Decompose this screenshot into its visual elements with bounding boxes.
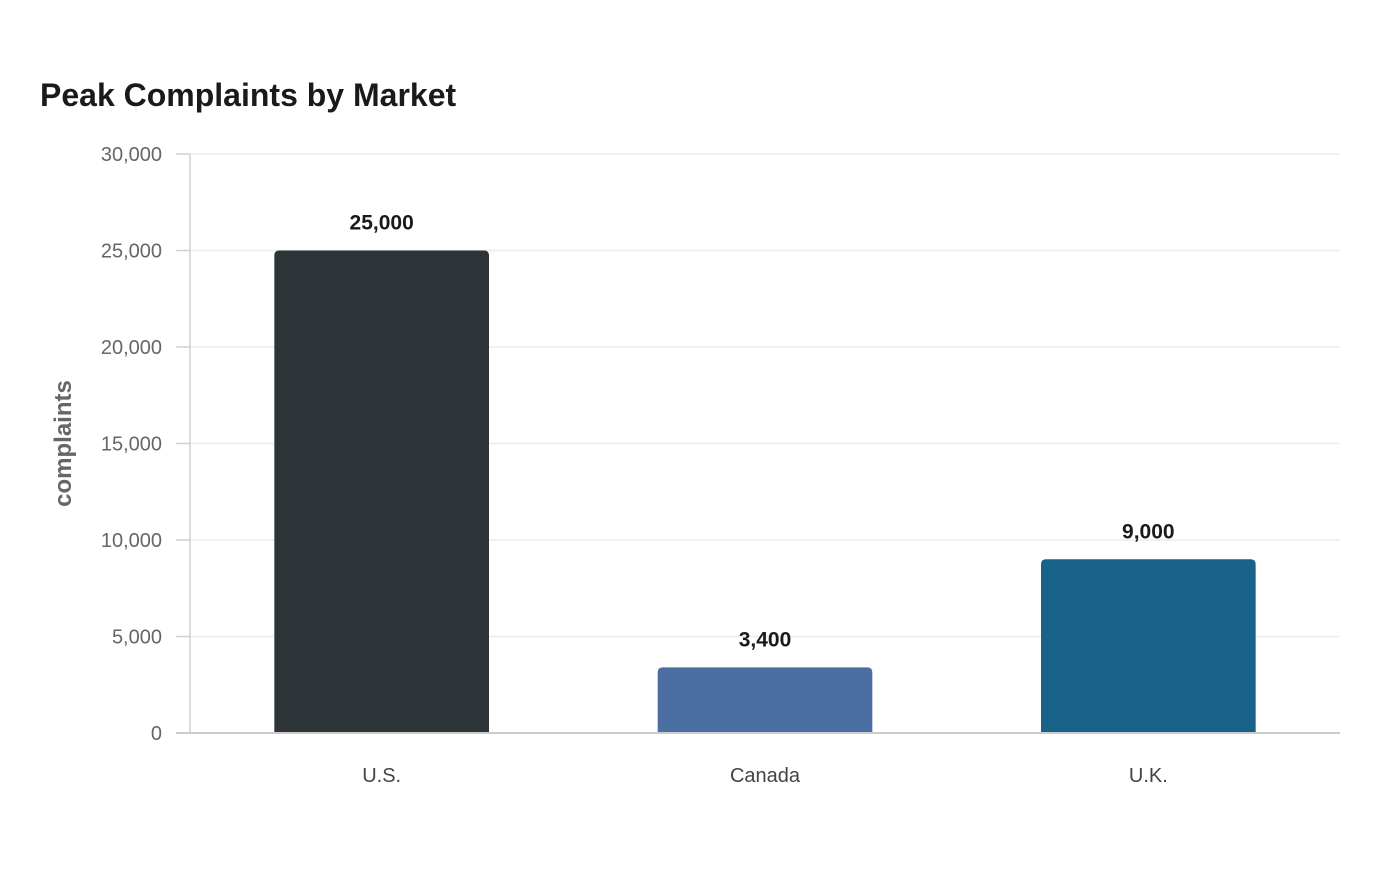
y-tick-label: 30,000 bbox=[101, 144, 162, 166]
bar-u-s bbox=[274, 250, 489, 733]
y-tick-label: 15,000 bbox=[101, 434, 162, 456]
bar-u-k bbox=[1041, 559, 1256, 733]
data-label: 3,400 bbox=[739, 628, 792, 651]
axes bbox=[176, 154, 1340, 734]
data-label: 9,000 bbox=[1122, 520, 1175, 543]
chart-title: Peak Complaints by Market bbox=[40, 77, 457, 113]
x-tick-label: U.S. bbox=[362, 765, 401, 787]
y-tick-label: 10,000 bbox=[101, 530, 162, 552]
y-tick-label: 25,000 bbox=[101, 241, 162, 263]
y-axis-title: complaints bbox=[50, 380, 77, 507]
x-tick-label: Canada bbox=[730, 765, 801, 787]
x-tick-label: U.K. bbox=[1129, 765, 1168, 787]
labels: 0 5,000 10,000 15,000 20,000 25,000 30,000 25,0… bbox=[101, 144, 1175, 787]
bar-canada bbox=[657, 667, 873, 733]
bars bbox=[274, 250, 1256, 733]
data-label: 25,000 bbox=[350, 212, 414, 235]
y-tick-label: 0 bbox=[151, 723, 162, 745]
y-tick-label: 20,000 bbox=[101, 337, 162, 359]
y-tick-label: 5,000 bbox=[112, 627, 162, 649]
